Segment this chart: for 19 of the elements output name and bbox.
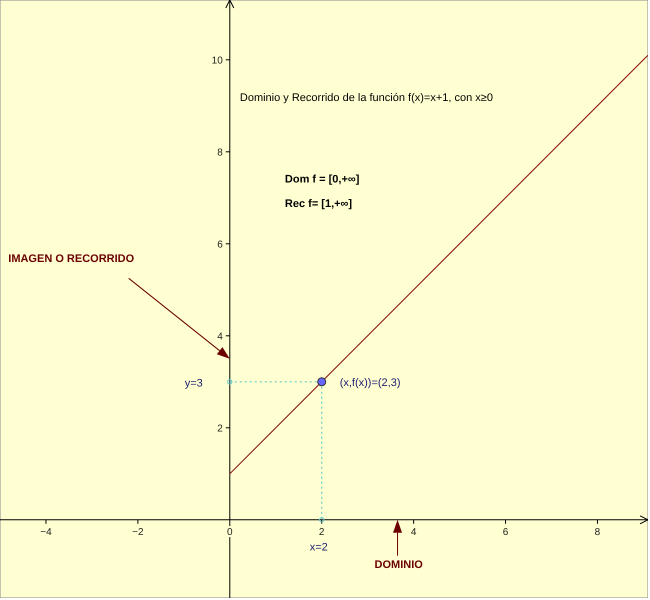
y-tick-label: 8 bbox=[217, 147, 224, 158]
annotation: Rec f= [1,+∞] bbox=[284, 198, 352, 210]
annotation: (x,f(x))=(2,3) bbox=[340, 376, 401, 389]
annotation: DOMINIO bbox=[374, 559, 424, 572]
x-tick-label: 8 bbox=[594, 526, 601, 538]
x-tick-label: 2 bbox=[318, 526, 325, 538]
annotation: Dom f = [0,+∞] bbox=[284, 174, 360, 186]
x-tick-label: 6 bbox=[502, 526, 509, 538]
y-tick-label: 2 bbox=[217, 423, 224, 434]
x-tick-label: 4 bbox=[410, 526, 417, 538]
x-tick-label: −2 bbox=[132, 526, 144, 538]
y-tick-label: 4 bbox=[217, 331, 224, 342]
annotation: IMAGEN O RECORRIDO bbox=[8, 253, 135, 266]
y-tick-label: 6 bbox=[217, 239, 224, 250]
annotation: x=2 bbox=[310, 542, 328, 554]
x-tick-label: −4 bbox=[40, 526, 52, 538]
annotation: Dominio y Recorrido de la función f(x)=x+1, con x≥0 bbox=[240, 92, 493, 104]
y-tick-label: 10 bbox=[212, 55, 224, 66]
annotation: y=3 bbox=[184, 377, 203, 390]
